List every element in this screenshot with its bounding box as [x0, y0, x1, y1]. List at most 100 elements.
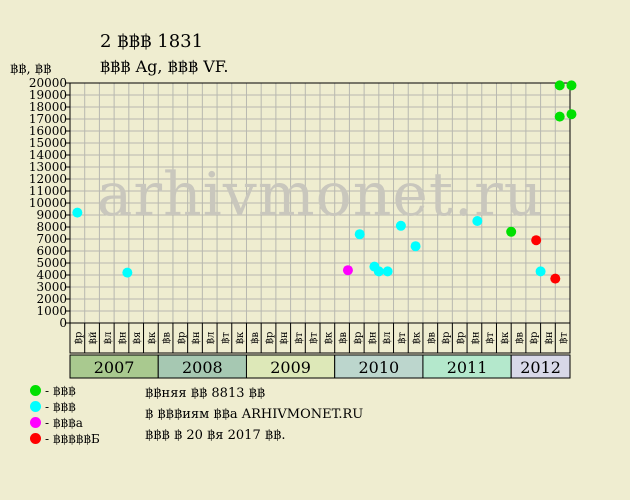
- month-label: ฿т: [309, 332, 320, 344]
- y-tick-label: 1000: [36, 304, 67, 318]
- note-line: ฿฿няя ฿฿ 8813 ฿฿: [145, 386, 266, 401]
- y-tick-label: 14000: [29, 148, 67, 162]
- month-label: ฿р: [353, 332, 364, 345]
- legend-item: - ฿฿฿฿฿Б: [30, 431, 100, 446]
- y-tick-label: 8000: [36, 220, 67, 234]
- month-label: ฿т: [220, 332, 231, 344]
- year-label: 2008: [182, 358, 223, 377]
- year-label: 2010: [358, 358, 399, 377]
- y-tick-label: 19000: [29, 88, 67, 102]
- year-label: 2012: [520, 358, 561, 377]
- legend-dot: [30, 401, 41, 412]
- year-label: 2011: [447, 358, 488, 377]
- chart-title: 2 ฿฿฿ 1831: [100, 31, 204, 52]
- month-label: ฿в: [162, 332, 173, 344]
- month-label: ฿р: [73, 332, 84, 345]
- note-line: ฿ ฿฿฿иям ฿฿а ARHIVMONET.RU: [145, 407, 364, 422]
- month-label: ฿р: [176, 332, 187, 345]
- legend-label: - ฿฿฿: [45, 399, 76, 414]
- month-label: ฿н: [544, 331, 555, 344]
- data-point: [72, 207, 83, 218]
- data-point: [342, 265, 353, 276]
- y-axis-unit: ฿฿, ฿฿: [10, 62, 52, 77]
- month-label: ฿т: [485, 332, 496, 344]
- y-tick-label: 9000: [36, 208, 67, 222]
- month-label: ฿т: [559, 332, 570, 344]
- month-label: ฿л: [103, 332, 114, 345]
- legend-item: - ฿฿฿: [30, 399, 100, 414]
- month-label: ฿к: [500, 331, 511, 344]
- chart-subtitle: ฿฿฿ Ag, ฿฿฿ VF.: [100, 57, 229, 76]
- month-label: ฿л: [206, 332, 217, 345]
- month-label: ฿н: [367, 331, 378, 344]
- y-tick-label: 10000: [29, 196, 67, 210]
- legend: - ฿฿฿ - ฿฿฿ - ฿฿฿а - ฿฿฿฿฿Б: [30, 383, 100, 447]
- y-tick-label: 17000: [29, 112, 67, 126]
- legend-dot: [30, 417, 41, 428]
- month-label: ฿в: [338, 332, 349, 344]
- month-label: ฿т: [397, 332, 408, 344]
- month-label: ฿л: [382, 332, 393, 345]
- y-tick-label: 18000: [29, 100, 67, 114]
- month-label: ฿я: [132, 332, 143, 345]
- data-point: [122, 267, 133, 278]
- year-label: 2009: [270, 358, 311, 377]
- y-tick-label: 11000: [29, 184, 67, 198]
- data-point: [531, 235, 542, 246]
- month-label: ฿н: [470, 331, 481, 344]
- month-label: ฿р: [441, 332, 452, 345]
- month-label: ฿н: [279, 331, 290, 344]
- legend-label: - ฿฿฿а: [45, 415, 83, 430]
- month-label: ฿р: [456, 332, 467, 345]
- y-tick-label: 4000: [36, 268, 67, 282]
- month-label: ฿р: [265, 332, 276, 345]
- data-point: [472, 216, 483, 226]
- y-tick-label: 20000: [29, 76, 67, 90]
- month-label: ฿т: [294, 332, 305, 344]
- data-point: [410, 241, 421, 252]
- month-label: ฿й: [88, 331, 99, 344]
- y-tick-label: 16000: [29, 124, 67, 138]
- note-line: ฿฿฿ ฿ 20 ฿я 2017 ฿฿.: [145, 428, 286, 443]
- month-label: ฿к: [323, 331, 334, 344]
- data-point: [566, 80, 577, 91]
- month-label: ฿к: [412, 331, 423, 344]
- y-tick-label: 7000: [36, 232, 67, 246]
- month-label: ฿к: [147, 331, 158, 344]
- y-tick-label: 12000: [29, 172, 67, 186]
- data-point: [395, 220, 406, 231]
- notes: ฿฿няя ฿฿ 8813 ฿฿ ฿ ฿฿฿иям ฿฿а ARHIVMONET…: [145, 383, 363, 446]
- data-point: [506, 226, 517, 237]
- legend-label: - ฿฿฿฿฿Б: [45, 431, 100, 446]
- data-point: [535, 266, 546, 277]
- year-label: 2007: [94, 358, 135, 377]
- data-point: [382, 266, 393, 277]
- month-label: ฿р: [529, 332, 540, 345]
- data-point: [566, 109, 577, 120]
- legend-item: - ฿฿฿а: [30, 415, 100, 430]
- y-tick-label: 6000: [36, 244, 67, 258]
- data-point: [373, 266, 384, 277]
- data-point: [354, 229, 365, 240]
- y-tick-label: 5000: [36, 256, 67, 270]
- legend-label: - ฿฿฿: [45, 383, 76, 398]
- year-band: [510, 354, 571, 379]
- month-label: ฿в: [426, 332, 437, 344]
- month-label: ฿в: [250, 332, 261, 344]
- legend-item: - ฿฿฿: [30, 383, 100, 398]
- legend-dot: [30, 385, 41, 396]
- month-label: ฿н: [117, 331, 128, 344]
- y-tick-label: 3000: [36, 280, 67, 294]
- y-tick-label: 0: [59, 316, 67, 330]
- data-point: [554, 111, 565, 122]
- month-label: ฿к: [235, 331, 246, 344]
- legend-dot: [30, 433, 41, 444]
- data-point: [554, 80, 565, 91]
- y-tick-label: 13000: [29, 160, 67, 174]
- data-point: [550, 273, 561, 284]
- y-tick-label: 2000: [36, 292, 67, 306]
- y-tick-label: 15000: [29, 136, 67, 150]
- month-label: ฿н: [191, 331, 202, 344]
- month-label: ฿в: [515, 332, 526, 344]
